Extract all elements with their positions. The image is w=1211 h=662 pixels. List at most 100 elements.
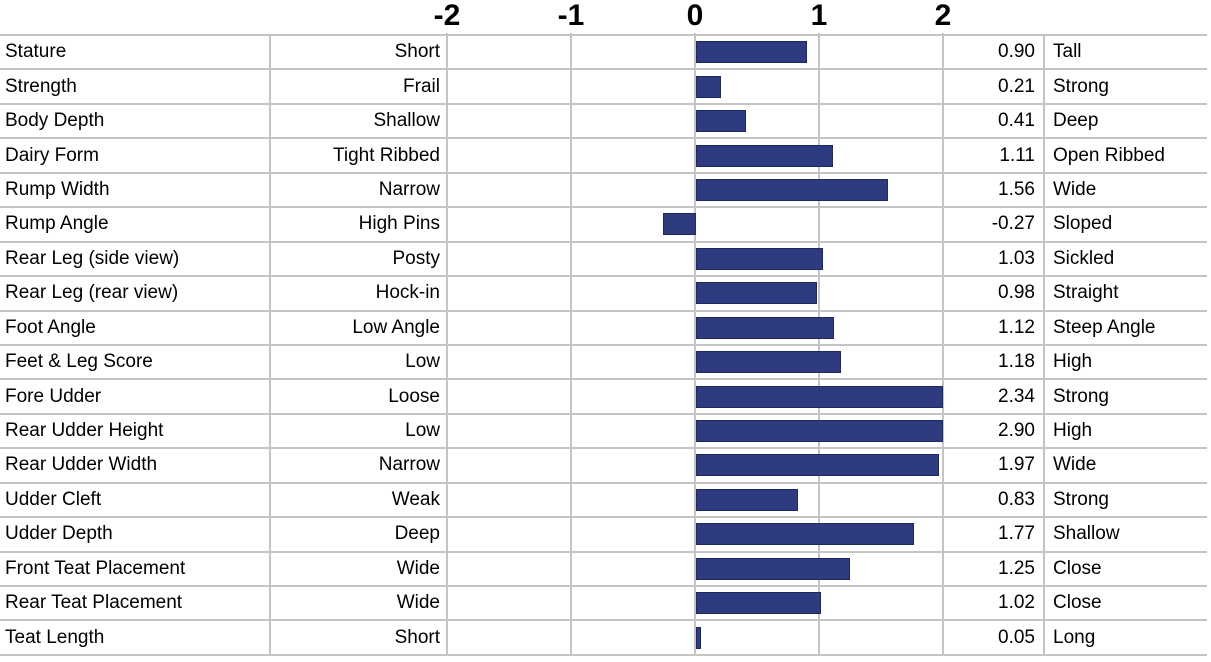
- trait-value: 1.56: [998, 178, 1035, 200]
- bar-cell: [447, 139, 943, 171]
- trait-name: Foot Angle: [5, 316, 96, 338]
- bar-cell: [447, 105, 943, 137]
- bar-cell: [447, 621, 943, 653]
- table-row: Front Teat Placement Wide 1.25 Close: [0, 553, 1207, 587]
- table-row: Strength Frail 0.21 Strong: [0, 70, 1207, 105]
- bar-cell: [447, 277, 943, 309]
- high-descriptor: Strong: [1053, 385, 1109, 407]
- trait-name: Rear Udder Height: [5, 420, 164, 442]
- trait-bar: [696, 316, 834, 339]
- trait-name: Teat Length: [5, 626, 105, 648]
- low-descriptor: Deep: [394, 523, 440, 545]
- trait-value: 1.02: [998, 592, 1035, 614]
- trait-value: 0.83: [998, 488, 1035, 510]
- high-descriptor: Straight: [1053, 282, 1119, 304]
- high-descriptor: Strong: [1053, 75, 1109, 97]
- table-row: Fore Udder Loose 2.34 Strong: [0, 380, 1207, 415]
- trait-value: 0.41: [998, 110, 1035, 132]
- vertical-gridline: [1043, 36, 1045, 656]
- table-row: Rear Udder Height Low 2.90 High: [0, 415, 1207, 450]
- low-descriptor: Short: [394, 41, 440, 63]
- trait-bar: [696, 626, 702, 649]
- low-descriptor: Wide: [396, 592, 440, 614]
- table-row: Body Depth Shallow 0.41 Deep: [0, 105, 1207, 140]
- trait-name: Rear Leg (rear view): [5, 282, 179, 304]
- table-row: Dairy Form Tight Ribbed 1.11 Open Ribbed: [0, 139, 1207, 174]
- trait-name: Udder Depth: [5, 523, 113, 545]
- axis-tick-label: 1: [810, 0, 828, 32]
- bar-cell: [447, 346, 943, 378]
- trait-bar: [696, 282, 817, 305]
- trait-bar: [696, 178, 889, 201]
- bar-cell: [447, 243, 943, 275]
- table-row: Teat Length Short 0.05 Long: [0, 621, 1207, 656]
- table-row: Udder Cleft Weak 0.83 Strong: [0, 484, 1207, 519]
- trait-value: 1.18: [998, 351, 1035, 373]
- low-descriptor: Narrow: [378, 454, 440, 476]
- trait-name: Rear Leg (side view): [5, 247, 180, 269]
- bar-cell: [447, 449, 943, 481]
- table-row: Rear Leg (rear view) Hock-in 0.98 Straig…: [0, 277, 1207, 312]
- trait-value: 0.05: [998, 626, 1035, 648]
- bar-cell: [447, 415, 943, 447]
- high-descriptor: Sickled: [1053, 247, 1115, 269]
- low-descriptor: Narrow: [378, 178, 440, 200]
- trait-bar: [696, 488, 798, 511]
- low-descriptor: Short: [394, 626, 440, 648]
- low-descriptor: Hock-in: [375, 282, 440, 304]
- high-descriptor: Wide: [1053, 178, 1097, 200]
- trait-bar: [696, 385, 943, 408]
- table-row: Rear Leg (side view) Posty 1.03 Sickled: [0, 243, 1207, 278]
- trait-name: Fore Udder: [5, 385, 102, 407]
- trait-bar: [696, 420, 943, 443]
- trait-value: 2.90: [998, 420, 1035, 442]
- trait-name: Rump Width: [5, 178, 110, 200]
- axis-tick-label: 2: [934, 0, 952, 32]
- table-row: Udder Depth Deep 1.77 Shallow: [0, 518, 1207, 553]
- low-descriptor: Posty: [392, 247, 440, 269]
- high-descriptor: Sloped: [1053, 213, 1113, 235]
- high-descriptor: Close: [1053, 557, 1102, 579]
- trait-value: 1.97: [998, 454, 1035, 476]
- trait-bar: [696, 557, 850, 580]
- low-descriptor: Low: [405, 351, 440, 373]
- high-descriptor: Strong: [1053, 488, 1109, 510]
- trait-value: 0.21: [998, 75, 1035, 97]
- trait-value: 1.25: [998, 557, 1035, 579]
- bar-cell: [447, 312, 943, 344]
- trait-value: -0.27: [991, 213, 1035, 235]
- low-descriptor: Low: [405, 420, 440, 442]
- high-descriptor: Wide: [1053, 454, 1097, 476]
- vertical-gridline: [269, 36, 271, 656]
- trait-value: 2.34: [998, 385, 1035, 407]
- trait-bar: [696, 247, 823, 270]
- high-descriptor: High: [1053, 351, 1093, 373]
- bar-cell: [447, 70, 943, 102]
- high-descriptor: Deep: [1053, 110, 1099, 132]
- high-descriptor: Tall: [1053, 41, 1082, 63]
- trait-name: Dairy Form: [5, 144, 99, 166]
- low-descriptor: Tight Ribbed: [332, 144, 440, 166]
- table-row: Rump Width Narrow 1.56 Wide: [0, 174, 1207, 209]
- high-descriptor: Steep Angle: [1053, 316, 1156, 338]
- axis-tick-label: 0: [686, 0, 704, 32]
- bar-cell: [447, 587, 943, 619]
- trait-name: Rump Angle: [5, 213, 109, 235]
- high-descriptor: High: [1053, 420, 1093, 442]
- bar-cell: [447, 174, 943, 206]
- bar-cell: [447, 553, 943, 585]
- table-row: Stature Short 0.90 Tall: [0, 36, 1207, 71]
- trait-bar: [696, 592, 822, 615]
- trait-bar: [696, 454, 940, 477]
- high-descriptor: Shallow: [1053, 523, 1120, 545]
- trait-name: Front Teat Placement: [5, 557, 186, 579]
- trait-value: 0.98: [998, 282, 1035, 304]
- trait-name: Rear Teat Placement: [5, 592, 183, 614]
- trait-value: 1.11: [999, 144, 1035, 166]
- high-descriptor: Close: [1053, 592, 1102, 614]
- trait-value: 1.12: [998, 316, 1035, 338]
- table-row: Foot Angle Low Angle 1.12 Steep Angle: [0, 312, 1207, 346]
- trait-bar: [662, 213, 696, 236]
- low-descriptor: Low Angle: [352, 316, 440, 338]
